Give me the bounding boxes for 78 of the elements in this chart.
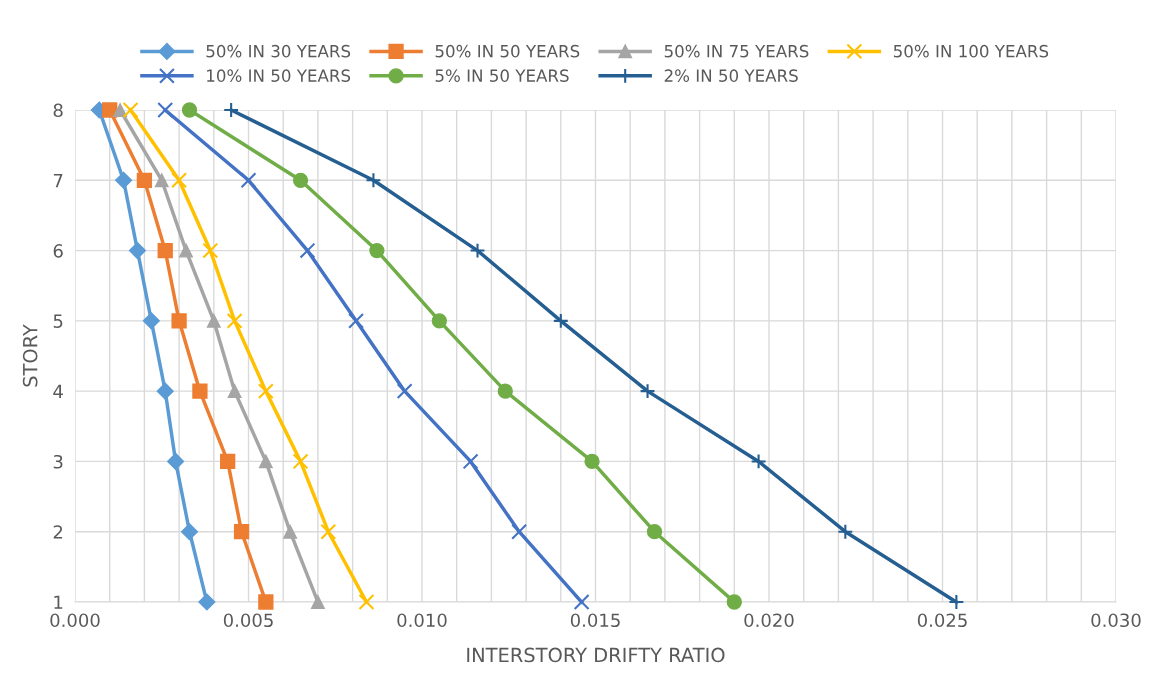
y-tick-label: 2	[53, 525, 63, 539]
point	[469, 242, 486, 259]
point	[206, 313, 221, 328]
point	[157, 102, 174, 118]
point	[320, 523, 337, 540]
point	[115, 171, 133, 189]
point	[198, 593, 216, 611]
point	[180, 523, 199, 541]
point	[837, 523, 854, 540]
legend-label: 50% IN 100 YEARS	[893, 44, 1049, 58]
point	[223, 102, 240, 118]
point	[369, 242, 385, 259]
point	[292, 453, 309, 470]
legend-label: 10% IN 50 YEARS	[207, 69, 351, 82]
point	[154, 173, 169, 188]
point	[122, 102, 139, 118]
point	[948, 594, 965, 610]
point	[179, 243, 193, 258]
point	[167, 452, 185, 470]
x-tick-label: 0.030	[1091, 613, 1141, 628]
y-axis-title: STORY	[22, 324, 38, 387]
x-tick-label: 0.020	[744, 613, 794, 628]
point	[157, 242, 173, 259]
legend-label: 50% IN 75 YEARS	[664, 44, 809, 58]
point	[497, 383, 513, 399]
point	[142, 312, 160, 330]
point	[202, 242, 219, 259]
y-tick-label: 1	[54, 595, 63, 609]
point	[181, 102, 198, 118]
point	[113, 103, 128, 117]
point	[227, 384, 242, 399]
point	[646, 524, 663, 540]
point	[283, 524, 298, 539]
x-tick-label: 0.025	[917, 613, 967, 628]
point	[156, 382, 174, 400]
point	[750, 453, 767, 470]
point	[233, 524, 250, 540]
point	[299, 242, 316, 259]
y-tick-label: 8	[53, 103, 63, 118]
legend-label: 5% IN 50 YEARS	[435, 69, 569, 82]
y-tick-label: 4	[53, 384, 63, 398]
point	[136, 172, 153, 188]
point	[240, 172, 257, 189]
point	[726, 594, 742, 610]
point	[552, 312, 569, 329]
y-tick-label: 6	[53, 244, 63, 258]
y-tick-label: 5	[53, 314, 63, 328]
x-tick-label: 0.005	[223, 613, 273, 628]
point	[192, 383, 208, 399]
x-axis-title: INTERSTORY DRIFTY RATIO	[467, 647, 725, 663]
point	[462, 453, 479, 470]
point	[584, 453, 600, 470]
point	[573, 594, 590, 610]
point	[258, 594, 274, 610]
point	[257, 383, 274, 400]
point	[292, 172, 309, 188]
x-tick-label: 0.010	[397, 613, 447, 628]
point	[258, 454, 273, 469]
point	[310, 595, 325, 609]
point	[226, 312, 243, 329]
point	[396, 383, 413, 400]
point	[348, 312, 365, 329]
point	[358, 594, 375, 610]
legend-label: 2% IN 50 YEARS	[664, 69, 798, 82]
legend-label: 50% IN 30 YEARS	[206, 44, 351, 58]
point	[431, 313, 447, 329]
point	[365, 172, 382, 189]
y-tick-label: 7	[53, 173, 63, 188]
point	[220, 453, 236, 470]
x-tick-label: 0.000	[50, 613, 100, 628]
point	[171, 313, 187, 329]
point	[511, 523, 528, 540]
point	[128, 242, 147, 260]
legend-label: 50% IN 50 YEARS	[435, 44, 580, 58]
point	[171, 172, 188, 189]
point	[639, 383, 656, 400]
y-tick-label: 3	[53, 454, 63, 469]
x-tick-label: 0.015	[570, 613, 620, 628]
